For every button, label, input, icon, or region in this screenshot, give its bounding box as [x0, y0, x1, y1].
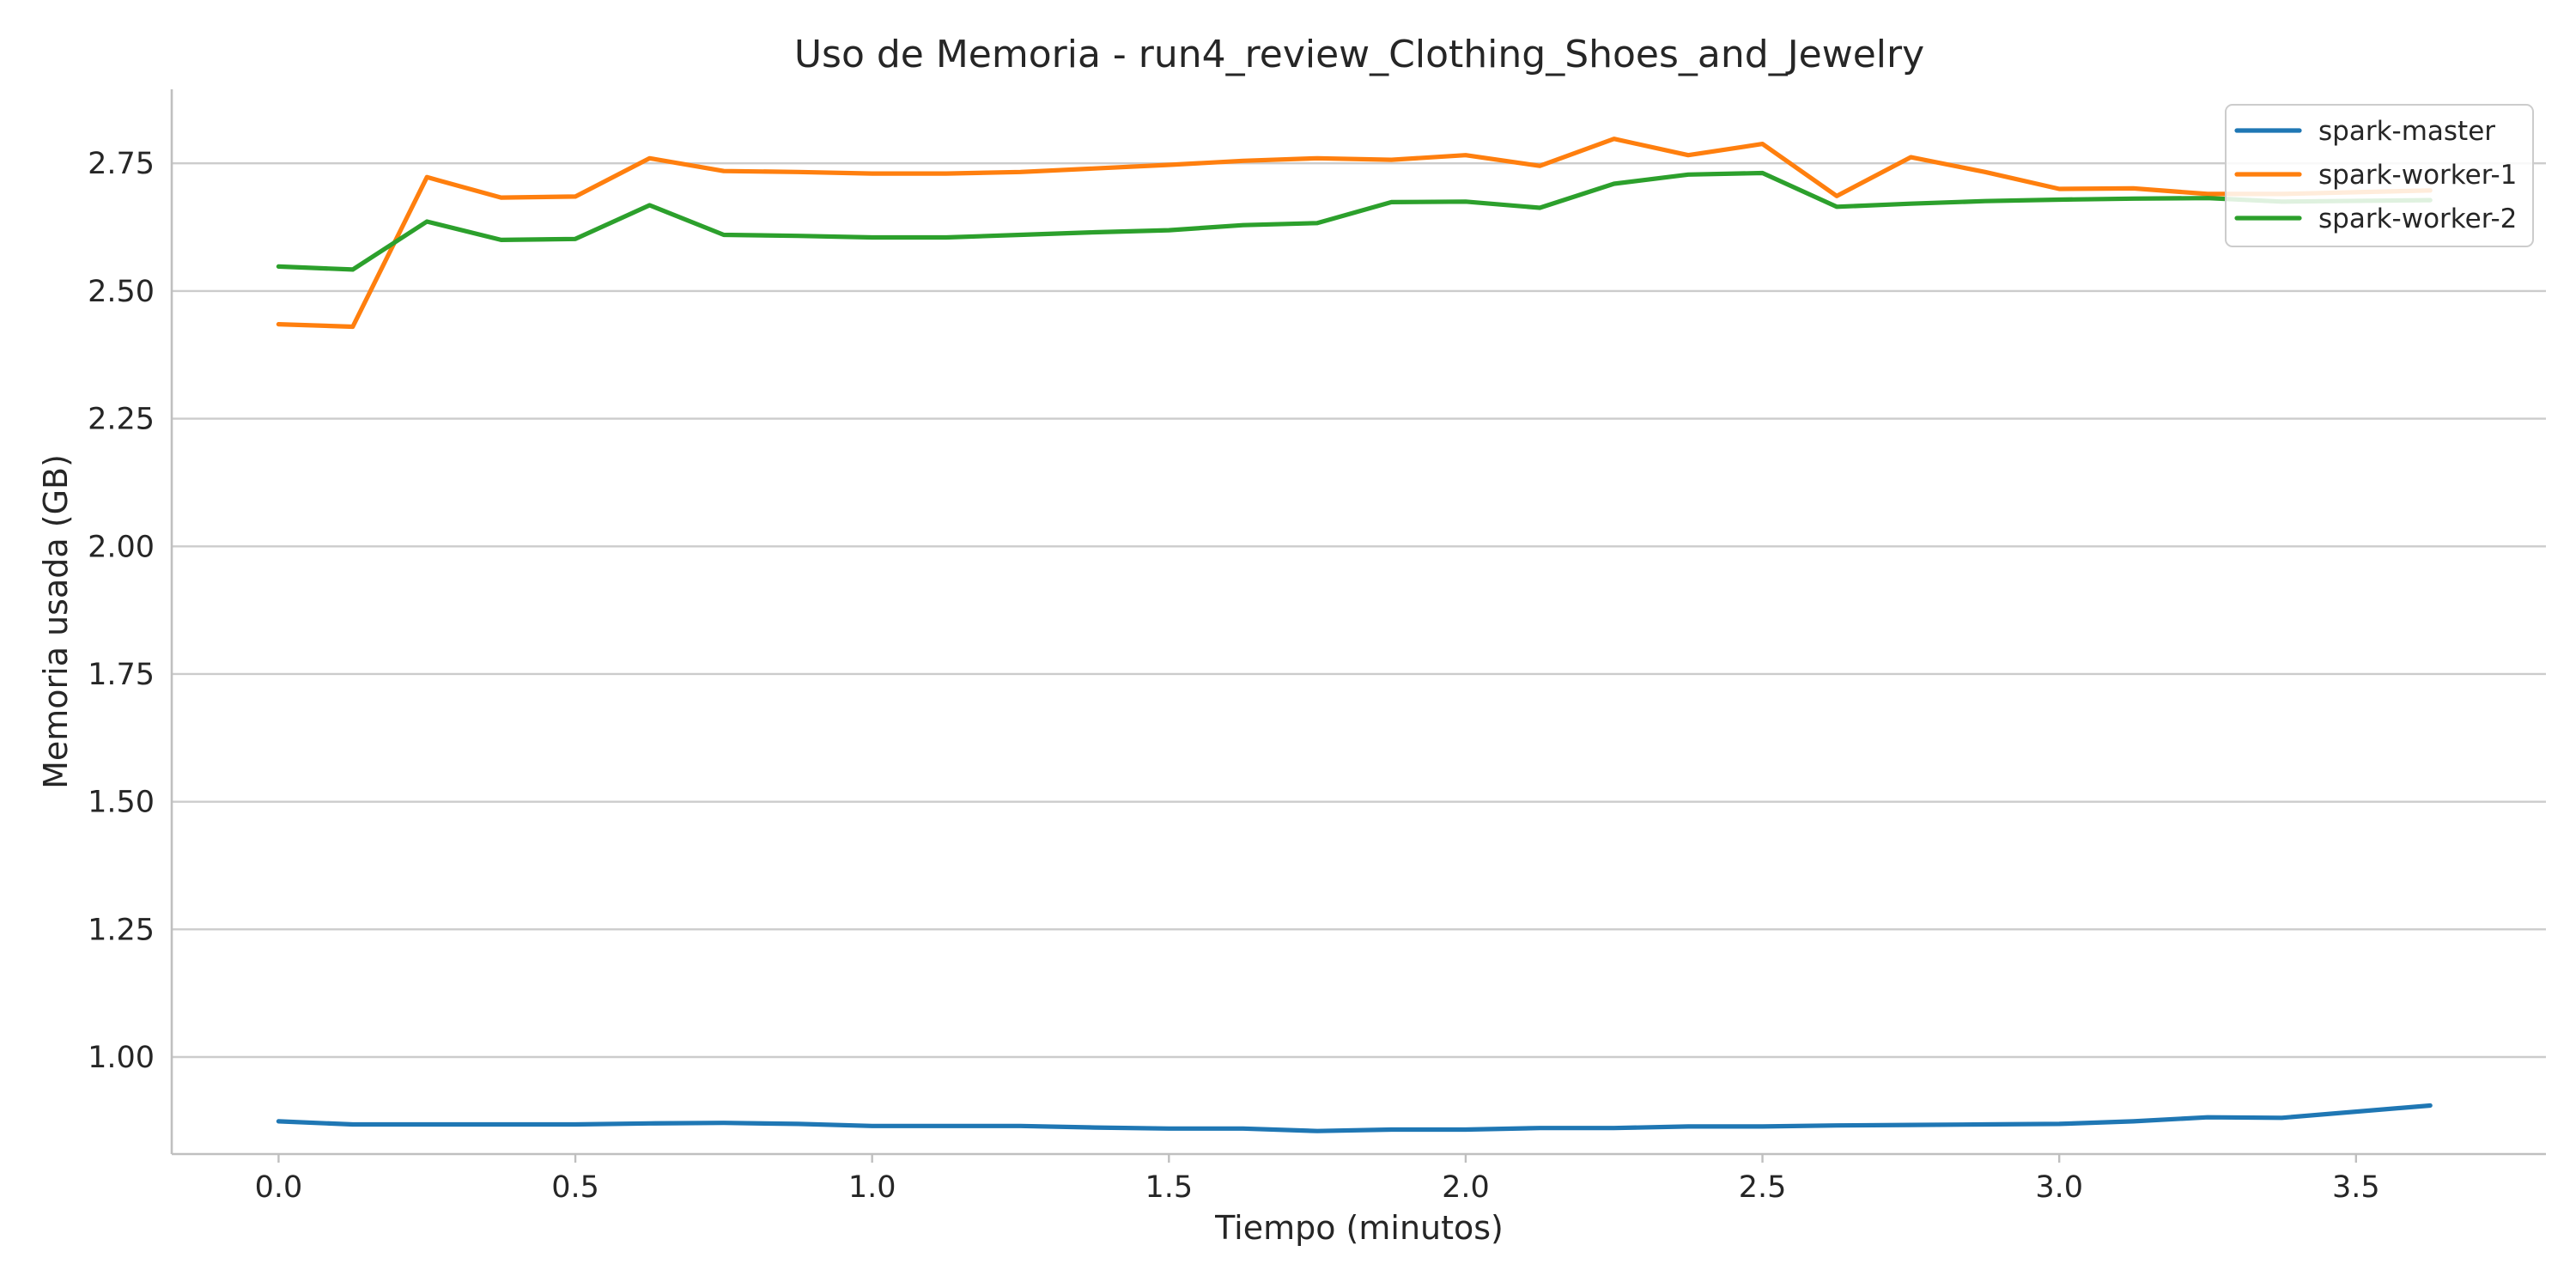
- y-axis-ticks: 1.00 1.25 1.50 1.75 2.00 2.25 2.50 2.75: [88, 147, 155, 1075]
- legend: spark-master spark-worker-1 spark-worker-2: [2225, 104, 2534, 247]
- legend-label-spark-master: spark-master: [2318, 116, 2495, 147]
- series-line-spark-worker-1: [276, 137, 2433, 330]
- x-tick-label: 2.5: [1739, 1170, 1787, 1205]
- y-tick-label: 2.50: [88, 275, 155, 309]
- legend-entries: spark-master spark-worker-1 spark-worker-2: [2234, 116, 2517, 234]
- y-axis-label: Memoria usada (GB): [37, 454, 75, 789]
- y-tick-label: 1.00: [88, 1041, 155, 1075]
- y-tick-label: 1.25: [88, 913, 155, 947]
- grid-lines: [172, 162, 2546, 1059]
- x-axis-ticks: 0.0 0.5 1.0 1.5 2.0 2.5 3.0 3.5: [255, 1154, 2380, 1205]
- x-tick-label: 2.0: [1442, 1170, 1490, 1205]
- y-tick-label: 1.75: [88, 658, 155, 692]
- legend-label-spark-worker-1: spark-worker-1: [2318, 160, 2517, 191]
- legend-box: [2225, 104, 2534, 247]
- series-line-spark-worker-2: [276, 170, 2433, 272]
- y-tick-label: 2.00: [88, 530, 155, 564]
- x-tick-label: 1.0: [848, 1170, 896, 1205]
- x-tick-label: 3.0: [2035, 1170, 2083, 1205]
- x-tick-label: 1.5: [1145, 1170, 1193, 1205]
- legend-label-spark-worker-2: spark-worker-2: [2318, 204, 2517, 234]
- series-lines: [276, 137, 2433, 1133]
- series-line-spark-master: [276, 1103, 2433, 1133]
- x-tick-label: 0.5: [551, 1170, 599, 1205]
- y-tick-label: 1.50: [88, 786, 155, 820]
- x-tick-label: 3.5: [2332, 1170, 2380, 1205]
- y-tick-label: 2.75: [88, 147, 155, 181]
- y-tick-label: 2.25: [88, 403, 155, 437]
- x-tick-label: 0.0: [255, 1170, 303, 1205]
- x-axis-label: Tiempo (minutos): [1214, 1209, 1504, 1247]
- chart-title: Uso de Memoria - run4_review_Clothing_Sh…: [794, 33, 1924, 76]
- axes: [170, 89, 2546, 1156]
